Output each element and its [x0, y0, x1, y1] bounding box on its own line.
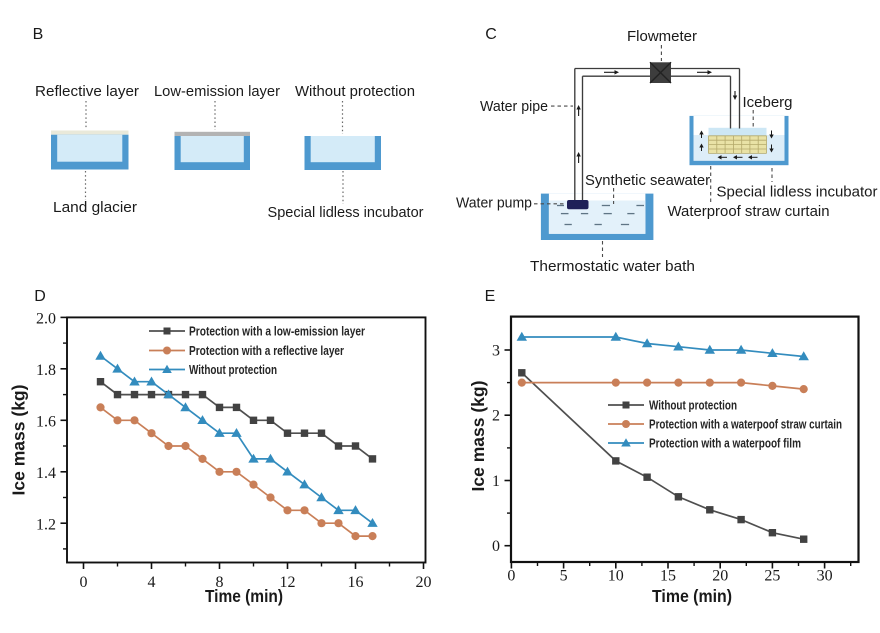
svg-text:20: 20 [712, 568, 728, 585]
svg-text:Without protection: Without protection [189, 363, 277, 377]
svg-text:0: 0 [492, 538, 500, 555]
svg-text:8: 8 [216, 574, 224, 591]
svg-text:Time (min): Time (min) [652, 586, 732, 606]
svg-text:C: C [485, 26, 497, 43]
svg-text:Thermostatic water bath: Thermostatic water bath [530, 259, 695, 275]
svg-text:Protection with a low-emission: Protection with a low-emission layer [189, 325, 365, 339]
svg-text:Flowmeter: Flowmeter [627, 29, 697, 45]
svg-text:Iceberg: Iceberg [743, 95, 793, 111]
svg-text:12: 12 [280, 574, 296, 591]
svg-text:2: 2 [492, 408, 500, 425]
svg-text:Special lidless incubator: Special lidless incubator [717, 185, 878, 201]
svg-text:E: E [485, 288, 496, 305]
svg-text:20: 20 [416, 574, 432, 591]
svg-text:30: 30 [817, 568, 833, 585]
svg-text:Waterproof straw curtain: Waterproof straw curtain [668, 204, 830, 220]
svg-text:Ice mass (kg): Ice mass (kg) [9, 385, 29, 496]
svg-text:1.2: 1.2 [36, 516, 56, 533]
svg-text:Without protection: Without protection [649, 399, 737, 413]
svg-text:Land glacier: Land glacier [53, 200, 137, 216]
svg-text:Ice mass (kg): Ice mass (kg) [468, 381, 488, 492]
svg-text:4: 4 [148, 574, 156, 591]
svg-text:Protection with a waterpoof fi: Protection with a waterpoof film [649, 437, 801, 451]
svg-text:1.4: 1.4 [36, 465, 56, 482]
svg-text:1: 1 [492, 473, 500, 490]
svg-text:5: 5 [560, 568, 568, 585]
svg-text:D: D [34, 288, 46, 305]
svg-text:10: 10 [608, 568, 624, 585]
svg-text:0: 0 [507, 568, 515, 585]
svg-text:Low-emission layer: Low-emission layer [154, 84, 280, 100]
svg-text:0: 0 [80, 574, 88, 591]
svg-text:Special lidless incubator: Special lidless incubator [268, 205, 424, 221]
svg-text:1.8: 1.8 [36, 362, 56, 379]
svg-text:Reflective layer: Reflective layer [35, 84, 139, 100]
svg-text:Without protection: Without protection [295, 84, 415, 100]
svg-text:15: 15 [660, 568, 676, 585]
svg-text:Time (min): Time (min) [205, 586, 283, 606]
svg-text:16: 16 [348, 574, 364, 591]
svg-text:3: 3 [492, 343, 500, 360]
svg-text:Protection with a reflective l: Protection with a reflective layer [189, 344, 344, 358]
svg-text:2.0: 2.0 [36, 311, 56, 328]
svg-text:Synthetic seawater: Synthetic seawater [585, 173, 710, 189]
svg-text:B: B [33, 26, 44, 43]
svg-text:25: 25 [764, 568, 780, 585]
svg-text:1.6: 1.6 [36, 414, 56, 431]
svg-text:Water pump: Water pump [456, 196, 532, 212]
svg-text:Water pipe: Water pipe [480, 99, 548, 115]
svg-text:Protection with a waterpoof st: Protection with a waterpoof straw curtai… [649, 418, 842, 432]
